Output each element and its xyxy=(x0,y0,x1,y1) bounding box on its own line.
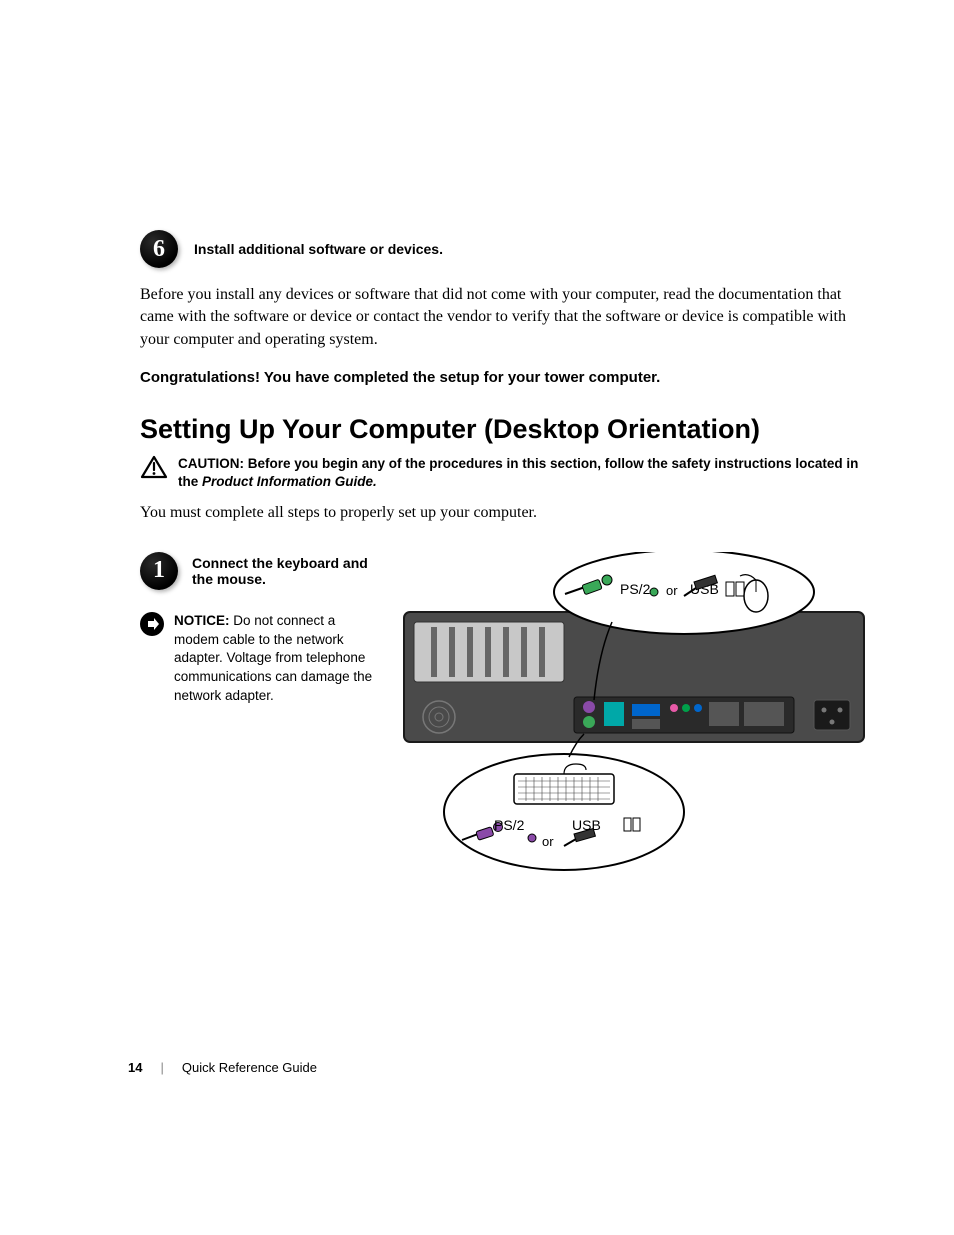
section-title: Setting Up Your Computer (Desktop Orient… xyxy=(140,414,860,445)
step-1-header: 1 Connect the keyboard and the mouse. xyxy=(140,552,380,590)
body-paragraph: Before you install any devices or softwa… xyxy=(140,284,860,351)
step-1-block: 1 Connect the keyboard and the mouse. NO… xyxy=(140,552,860,872)
top-ps2-label: PS/2 xyxy=(620,581,651,597)
page-footer: 14 | Quick Reference Guide xyxy=(128,1060,317,1075)
intro-text: You must complete all steps to properly … xyxy=(140,504,860,522)
caution-icon xyxy=(140,455,168,484)
step-1-title: Connect the keyboard and the mouse. xyxy=(192,555,380,587)
caution-block: CAUTION: Before you begin any of the pro… xyxy=(140,455,860,491)
top-or-label: or xyxy=(666,583,678,598)
notice-block: NOTICE: Do not connect a modem cable to … xyxy=(140,612,380,706)
step-6-number-badge: 6 xyxy=(140,230,178,268)
notice-label: NOTICE: xyxy=(174,613,230,628)
page-content: 6 Install additional software or devices… xyxy=(140,230,860,872)
step-1-number-badge: 1 xyxy=(140,552,178,590)
step-1-left-column: 1 Connect the keyboard and the mouse. NO… xyxy=(140,552,380,706)
caution-text: CAUTION: Before you begin any of the pro… xyxy=(178,455,860,491)
connection-diagram: PS/2 or USB xyxy=(394,552,874,872)
step-6-header: 6 Install additional software or devices… xyxy=(140,230,860,268)
notice-text: NOTICE: Do not connect a modem cable to … xyxy=(174,612,380,706)
page-number: 14 xyxy=(128,1060,142,1075)
footer-separator: | xyxy=(160,1060,163,1075)
bottom-or-label: or xyxy=(542,834,554,849)
step-6-title: Install additional software or devices. xyxy=(194,241,443,257)
congratulations-text: Congratulations! You have completed the … xyxy=(140,369,860,386)
footer-doc-title: Quick Reference Guide xyxy=(182,1060,317,1075)
caution-italic: Product Information Guide. xyxy=(202,474,377,489)
caution-label: CAUTION: xyxy=(178,456,244,471)
bottom-ps2-label: PS/2 xyxy=(494,817,525,833)
keyboard-callout-icon: PS/2 or USB xyxy=(444,734,684,870)
notice-arrow-icon xyxy=(140,612,164,636)
